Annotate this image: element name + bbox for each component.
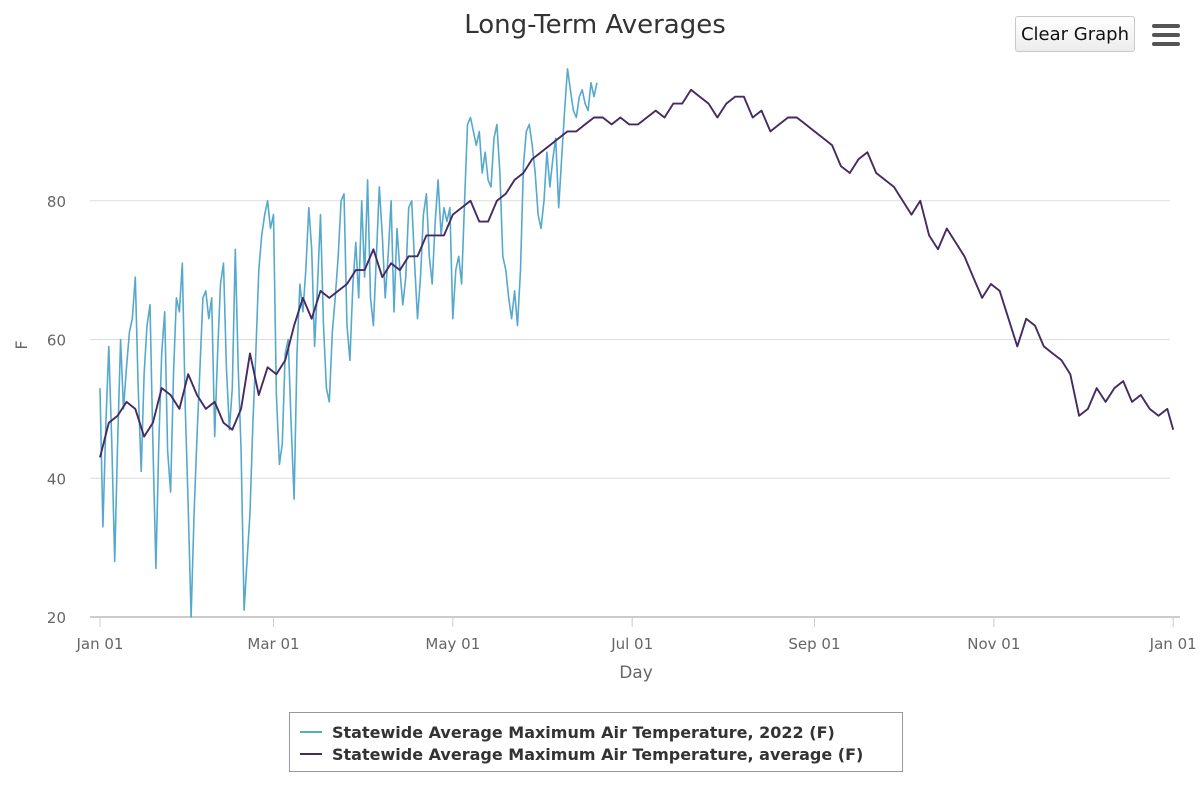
y-axis-label: F	[12, 340, 31, 349]
legend-item-2022[interactable]: Statewide Average Maximum Air Temperatur…	[300, 721, 835, 743]
y-tick-label: 80	[47, 193, 66, 211]
x-tick-label: Jul 01	[610, 635, 653, 653]
legend-swatch-2022	[300, 731, 322, 733]
y-tick-label: 20	[47, 609, 66, 627]
legend: Statewide Average Maximum Air Temperatur…	[289, 712, 903, 772]
x-tick-label: Nov 01	[967, 635, 1020, 653]
clear-graph-button[interactable]: Clear Graph	[1015, 16, 1135, 52]
axes: 20 40 60 80 Jan 01 Mar 01 May 01 Jul 01 Sep 01 No…	[47, 193, 1197, 653]
series-line-average[interactable]	[99, 88, 1175, 458]
grid-lines	[90, 200, 1170, 479]
x-axis-label: Day	[619, 663, 653, 683]
chart-title: Long-Term Averages	[464, 10, 726, 40]
x-tick-label: May 01	[425, 635, 480, 653]
legend-item-average[interactable]: Statewide Average Maximum Air Temperatur…	[300, 743, 863, 765]
x-tick-label: Sep 01	[788, 635, 840, 653]
legend-swatch-average	[300, 753, 322, 755]
x-tick-label: Jan 01	[1149, 635, 1197, 653]
x-tick-label: Jan 01	[76, 635, 124, 653]
x-tick-label: Mar 01	[247, 635, 299, 653]
series-line-2022[interactable]	[99, 68, 598, 618]
legend-label-average: Statewide Average Maximum Air Temperatur…	[332, 744, 864, 764]
hamburger-menu-icon[interactable]	[1152, 24, 1180, 46]
legend-label-2022: Statewide Average Maximum Air Temperatur…	[332, 722, 835, 742]
y-tick-label: 60	[47, 332, 66, 350]
series-lines	[99, 68, 1175, 618]
y-tick-label: 40	[47, 470, 66, 488]
